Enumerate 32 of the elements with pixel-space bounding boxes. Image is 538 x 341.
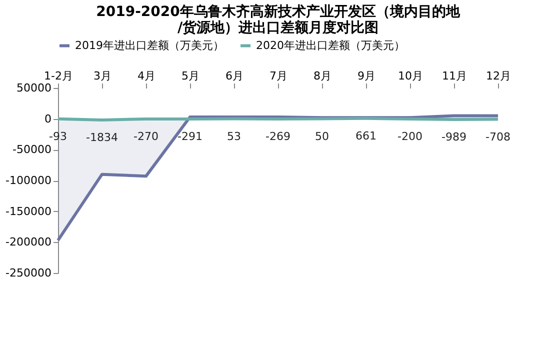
x-tick-label: 1-2月 bbox=[44, 70, 73, 82]
data-label: -1834 bbox=[86, 130, 118, 144]
x-tick-label: 6月 bbox=[226, 70, 244, 82]
data-label: 53 bbox=[227, 130, 241, 143]
legend-label: 2019年进出口差额（万美元） bbox=[75, 38, 224, 52]
x-tick-label: 10月 bbox=[398, 70, 423, 82]
data-label: 661 bbox=[356, 129, 376, 142]
x-tick-label: 5月 bbox=[182, 70, 200, 82]
y-tick-label: 0 bbox=[44, 112, 52, 126]
x-tick-label: 7月 bbox=[270, 70, 288, 82]
data-label: -708 bbox=[486, 130, 510, 144]
data-label: -291 bbox=[178, 130, 202, 144]
x-tick-label: 4月 bbox=[138, 70, 156, 82]
data-label: 50 bbox=[315, 130, 329, 143]
x-tick-label: 12月 bbox=[486, 70, 511, 82]
y-tick-label: -50000 bbox=[12, 143, 52, 156]
chart-title: 2019-2020年乌鲁木齐高新技术产业开发区（境内目的地/货源地）进出口差额月度对比图 bbox=[96, 3, 461, 36]
legend-label: 2020年进出口差额（万美元） bbox=[256, 38, 405, 52]
y-tick-label: -250000 bbox=[6, 266, 52, 280]
data-label: -270 bbox=[134, 130, 158, 143]
data-label: -93 bbox=[49, 130, 67, 143]
y-tick-label: -200000 bbox=[6, 236, 52, 249]
x-tick-label: 11月 bbox=[442, 70, 467, 82]
y-tick-label: 50000 bbox=[16, 82, 52, 94]
y-tick-label: -100000 bbox=[6, 174, 52, 187]
data-label: -989 bbox=[442, 130, 466, 144]
y-tick-label: -150000 bbox=[6, 204, 52, 218]
data-label: -269 bbox=[266, 130, 290, 143]
x-tick-label: 3月 bbox=[94, 70, 112, 82]
x-tick-label: 8月 bbox=[314, 70, 332, 82]
x-tick-label: 9月 bbox=[358, 70, 376, 82]
data-label: -200 bbox=[398, 130, 422, 143]
